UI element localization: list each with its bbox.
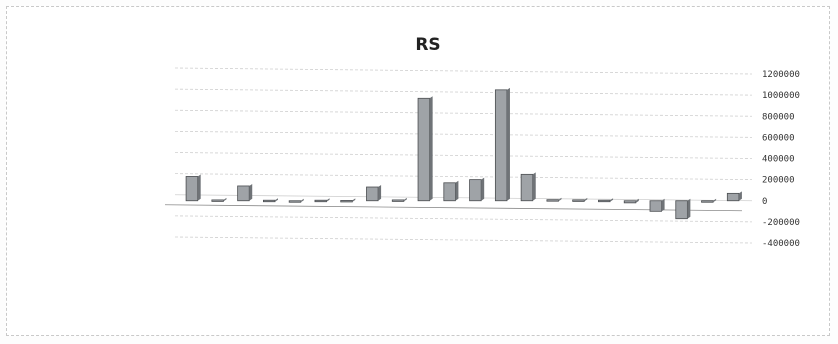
bar xyxy=(366,186,379,202)
bar xyxy=(263,199,276,203)
bar xyxy=(185,176,199,202)
gridline xyxy=(174,130,753,138)
gridline xyxy=(174,236,753,244)
bar-side xyxy=(223,197,227,202)
x-axis-line xyxy=(164,204,743,212)
bar xyxy=(469,179,482,202)
bar xyxy=(623,200,637,204)
bar xyxy=(520,173,534,202)
bar xyxy=(494,89,508,202)
bar-side xyxy=(197,174,201,201)
bar-side xyxy=(713,198,717,203)
gridlines xyxy=(164,67,753,244)
bar xyxy=(340,200,353,203)
bar xyxy=(726,192,740,202)
bar xyxy=(572,199,585,202)
bar-side xyxy=(506,87,510,201)
bar-side xyxy=(738,191,742,201)
bar xyxy=(649,200,662,212)
y-tick-label: 0 xyxy=(762,197,767,207)
bar-side xyxy=(687,198,691,219)
bar-side xyxy=(610,198,614,202)
bar-side xyxy=(275,198,279,202)
y-tick-label: 1000000 xyxy=(762,91,800,101)
bar xyxy=(701,200,714,203)
bar-side xyxy=(403,197,407,202)
bar-side xyxy=(481,177,485,201)
bar xyxy=(598,199,611,203)
bar-side xyxy=(249,183,253,201)
bar-side xyxy=(326,198,330,202)
bar xyxy=(417,97,431,202)
y-tick-label: -400000 xyxy=(762,239,800,249)
bar-side xyxy=(584,197,588,202)
bar xyxy=(391,199,405,202)
bar xyxy=(288,200,302,203)
bars xyxy=(185,87,742,220)
y-tick-label: 800000 xyxy=(762,112,795,122)
bar xyxy=(546,199,559,202)
y-tick-label: 400000 xyxy=(762,155,795,165)
gridline xyxy=(174,109,753,117)
y-tick-label: 600000 xyxy=(762,133,795,143)
bar xyxy=(211,199,224,202)
bar-side xyxy=(429,96,433,201)
bar-side xyxy=(455,180,459,201)
bar-side xyxy=(532,172,536,201)
bar-side xyxy=(352,198,356,202)
gridline xyxy=(174,67,753,75)
bar-side xyxy=(558,197,562,202)
gridline xyxy=(174,215,753,223)
gridline xyxy=(174,152,753,159)
bar xyxy=(675,200,688,220)
bar-side xyxy=(661,198,665,212)
gridline xyxy=(174,88,753,96)
bar xyxy=(443,182,456,202)
chart-title: RS xyxy=(415,35,440,55)
bar xyxy=(237,185,250,202)
y-axis-ticks: 1200000 1000000 800000 600000 400000 200000 0 -… xyxy=(762,70,800,249)
bar-side xyxy=(635,198,639,203)
y-tick-label: 200000 xyxy=(762,176,795,186)
y-tick-label: -200000 xyxy=(762,218,800,228)
bar xyxy=(314,199,327,203)
bar-side xyxy=(378,185,382,201)
bar-side xyxy=(300,198,304,203)
gridline xyxy=(174,194,753,202)
gridline xyxy=(174,173,753,181)
y-tick-label: 1200000 xyxy=(762,70,800,80)
